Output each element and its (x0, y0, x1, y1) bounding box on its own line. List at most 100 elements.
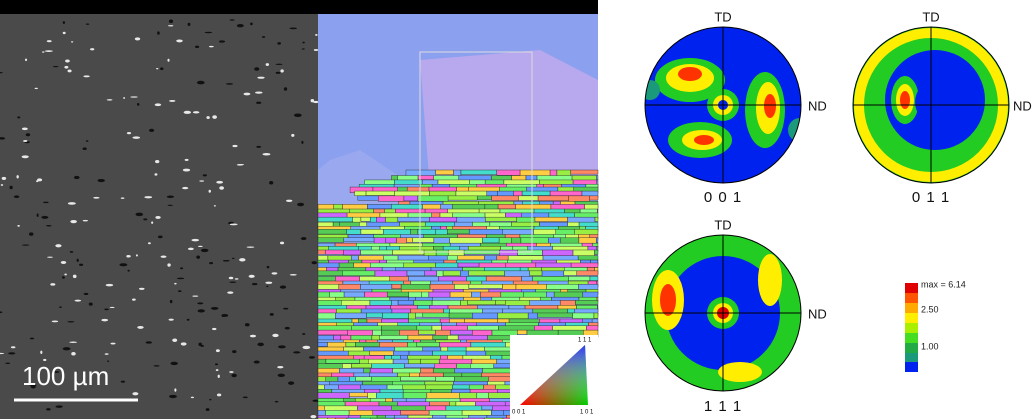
grain (491, 176, 511, 181)
grain (418, 196, 448, 201)
particle (89, 302, 93, 305)
particle (70, 220, 76, 223)
grain (347, 229, 361, 234)
grain (335, 313, 366, 318)
grain (449, 313, 472, 318)
particle (188, 23, 191, 26)
grain (344, 250, 361, 255)
grain (414, 300, 432, 305)
particle (167, 263, 170, 266)
grain (349, 393, 367, 397)
particle (22, 244, 30, 245)
grain (452, 385, 469, 389)
particle (172, 338, 177, 342)
particle (123, 97, 125, 99)
grain (380, 335, 408, 339)
grain (335, 276, 359, 281)
particle (286, 200, 292, 202)
grain (351, 364, 371, 368)
particle (184, 111, 191, 114)
grain (359, 222, 367, 226)
particle (47, 257, 53, 258)
particle (214, 205, 216, 206)
grain (542, 250, 573, 256)
grain (488, 393, 510, 399)
particle (198, 343, 201, 346)
particle (46, 225, 52, 227)
grain (379, 342, 407, 347)
particle (180, 267, 183, 269)
particle (237, 24, 244, 27)
grain (413, 238, 434, 242)
grain (535, 217, 568, 221)
particle (230, 19, 235, 20)
particle (155, 103, 161, 106)
grain (361, 250, 393, 255)
grain (518, 250, 543, 255)
grain (398, 217, 430, 221)
grain (556, 229, 575, 235)
grain (547, 284, 579, 289)
particle (193, 111, 199, 113)
grain (397, 238, 407, 243)
particle (250, 335, 256, 338)
grain (392, 284, 401, 288)
grain (368, 393, 377, 399)
particle (107, 99, 113, 101)
particle (276, 64, 283, 65)
particle (8, 352, 15, 354)
particle (52, 320, 59, 322)
particle (278, 374, 285, 377)
ipf-label: 0 0 1 (512, 410, 526, 416)
particle (170, 362, 177, 365)
particle (276, 72, 281, 74)
grain (470, 364, 493, 369)
grain (355, 342, 379, 347)
legend-label: 1.00 (921, 341, 939, 351)
particle (137, 103, 139, 106)
particle (169, 19, 173, 23)
particle (283, 308, 288, 310)
axis-label: ND (808, 98, 827, 113)
particle (212, 328, 216, 330)
grain (420, 359, 439, 364)
particle (64, 66, 68, 69)
particle (135, 213, 143, 217)
grain (370, 351, 393, 355)
grain (318, 238, 344, 242)
particle (68, 69, 72, 72)
particle (205, 32, 213, 33)
grain (469, 284, 503, 288)
grain (423, 313, 449, 317)
grain (361, 229, 383, 234)
particle (45, 50, 53, 52)
grain (436, 250, 448, 256)
grain (458, 256, 485, 260)
grain (498, 204, 515, 209)
particle (156, 68, 158, 69)
particle (219, 186, 224, 190)
grain (471, 342, 506, 347)
particle (277, 366, 283, 368)
particle (11, 346, 16, 348)
axis-label: ND (808, 306, 827, 321)
grain (392, 250, 424, 255)
particle (169, 395, 177, 398)
grain (423, 347, 441, 351)
particle (160, 67, 163, 70)
particle (71, 41, 73, 42)
particle (53, 66, 59, 67)
grain (519, 196, 538, 200)
particle (126, 255, 130, 258)
particle (29, 232, 33, 235)
grain (421, 368, 434, 373)
grain (318, 313, 335, 319)
particle (203, 174, 207, 176)
particle (252, 283, 257, 285)
particle (143, 218, 147, 220)
particle (149, 129, 154, 132)
particle (216, 181, 223, 184)
grain (568, 276, 590, 280)
grain (409, 313, 416, 320)
grain (373, 330, 382, 335)
